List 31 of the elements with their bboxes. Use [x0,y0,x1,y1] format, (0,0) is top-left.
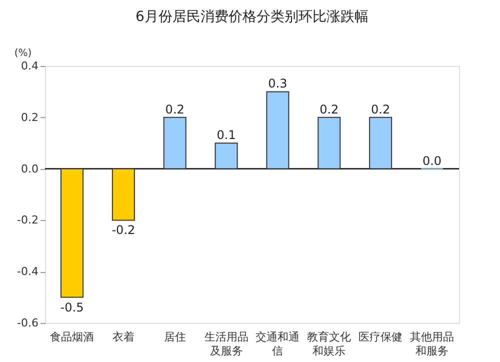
data-label: 0.2 [320,102,339,116]
bar [60,168,84,298]
x-tick-label: 教育文化和娱乐 [307,330,352,358]
bar [214,142,238,170]
x-tick-label: 食品烟酒 [50,330,94,344]
x-tick-label: 居住 [164,332,186,344]
y-tick-label: -0.6 [17,316,38,330]
data-label: 0.2 [371,102,390,116]
data-label: -0.2 [112,223,136,238]
y-tick-label: 0.4 [21,60,38,72]
bar [112,168,135,221]
data-label: 0.3 [268,76,288,91]
bar [163,116,186,170]
bar [266,91,290,170]
y-tick-label: -0.4 [17,265,38,278]
x-tick-label: 其他用品和服务 [410,330,454,358]
x-tick-label: 交通和通信 [256,330,300,358]
data-label: 0.2 [165,102,184,116]
y-axis-title: (%) [14,48,32,59]
data-label: -0.5 [60,300,84,314]
x-tick-label: 医疗保健 [358,330,403,344]
y-tick-label: 0.0 [21,162,38,176]
data-label: 0.1 [216,128,236,142]
bar [369,116,392,170]
chart-title: 6月份居民消费价格分类别环比涨跌幅 [136,9,368,25]
bar [318,116,341,170]
x-tick-label: 衣着 [112,330,134,344]
y-tick-label: -0.2 [17,214,38,227]
data-label: 0.0 [422,154,442,168]
x-tick-label: 生活用品及服务 [204,330,248,358]
y-tick-label: 0.2 [21,110,38,124]
